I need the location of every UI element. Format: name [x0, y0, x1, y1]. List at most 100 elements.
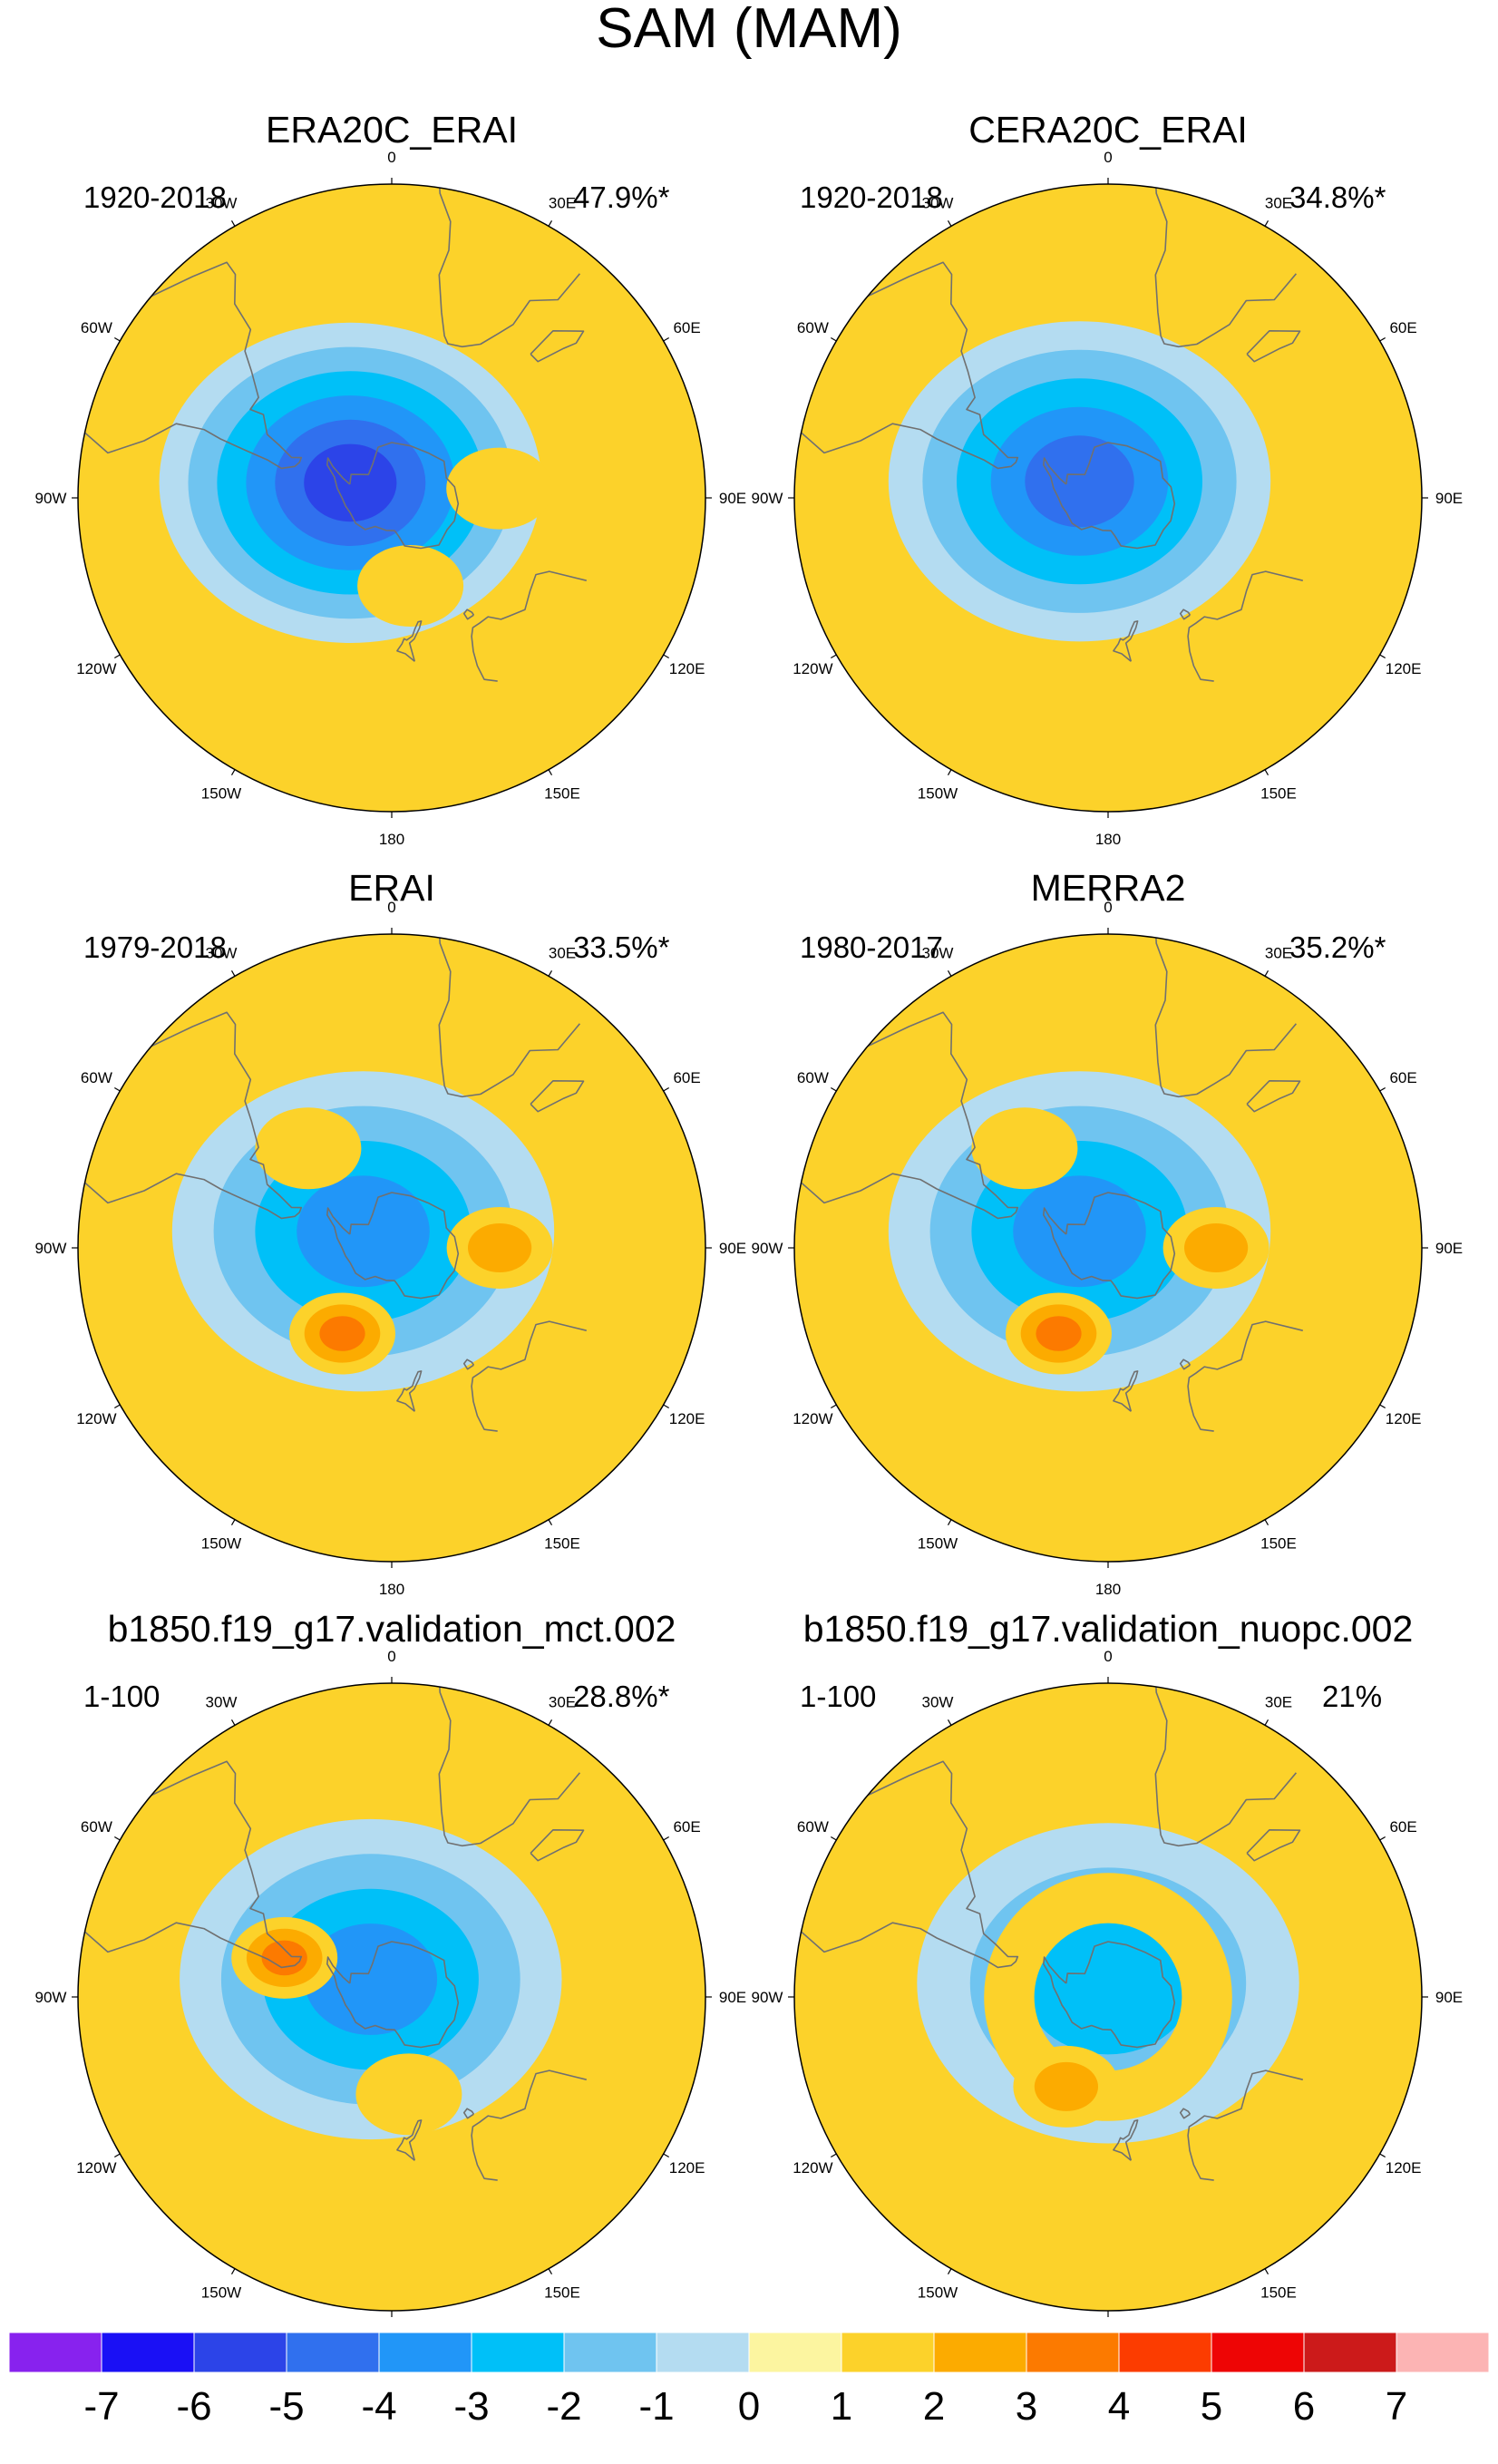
colorbar-label: 4 [1108, 2384, 1130, 2429]
colorbar-swatch [286, 2332, 380, 2373]
lon-label: 60W [797, 319, 829, 336]
lon-label: 0 [387, 899, 395, 916]
lon-label: 0 [1104, 149, 1112, 166]
lon-label: 30E [1265, 1693, 1292, 1710]
contour-band [255, 1107, 362, 1190]
lon-label: 30W [206, 194, 238, 211]
coastline [437, 184, 581, 348]
colorbar-swatch [1303, 2332, 1397, 2373]
colorbar: -7 -6 -5 -4 -3 -2 -1 0 1 2 3 4 5 6 7 [8, 2332, 1490, 2429]
colorbar-swatch [101, 2332, 195, 2373]
lon-tick [230, 970, 236, 977]
lon-label: 0 [387, 1648, 395, 1665]
panel-title: ERAI [348, 867, 435, 909]
lon-tick [1379, 1836, 1386, 1841]
field-fill [78, 184, 705, 812]
lon-label: 120W [76, 660, 116, 677]
contour-band [1023, 1912, 1193, 2055]
lon-label: 0 [1104, 1648, 1112, 1665]
panel-cera20c-erai: CERA20C_ERAI 1920-2018 34.8%* 0 30E 60E 90E… [752, 109, 1464, 848]
lon-label: 90W [35, 490, 67, 507]
lon-label: 60E [673, 1818, 700, 1836]
lon-tick [114, 2153, 121, 2158]
lon-label: 150E [1260, 2284, 1297, 2302]
lon-label: 150W [201, 1535, 241, 1553]
lon-tick [230, 1719, 236, 1726]
lon-tick [947, 970, 952, 977]
panel-title: MERRA2 [1031, 867, 1186, 909]
lon-label: 150E [1260, 1535, 1297, 1553]
lon-label: 120E [669, 2159, 705, 2177]
colorbar-swatch [1118, 2332, 1212, 2373]
lon-label: 120W [76, 1410, 116, 1427]
lon-label: 60W [81, 1818, 112, 1836]
coastline [1043, 442, 1176, 550]
panel-period: 1920-2018 [83, 180, 227, 214]
colorbar-label: 2 [923, 2384, 945, 2429]
lon-label: 90E [719, 1240, 746, 1257]
lon-tick [230, 769, 236, 775]
lon-label: 120E [669, 660, 705, 677]
contour-band [468, 1223, 532, 1272]
coastline [462, 609, 475, 620]
coastline [530, 1080, 585, 1113]
lon-label: 120E [1386, 660, 1422, 677]
lon-label: 180 [1095, 1581, 1121, 1598]
colorbar-label: 5 [1201, 2384, 1222, 2429]
coastline [1153, 1683, 1298, 1847]
lon-label: 90E [1435, 1989, 1463, 2006]
colorbar-swatch [841, 2332, 935, 2373]
lon-label: 60W [81, 319, 112, 336]
colorbar-swatch [656, 2332, 750, 2373]
coastline [794, 1011, 1019, 1220]
coastline [396, 2119, 423, 2161]
colorbar-label: 3 [1016, 2384, 1037, 2429]
colorbar-swatch [1396, 2332, 1490, 2373]
coastline [1246, 1080, 1301, 1113]
contour-band [355, 2053, 462, 2136]
lon-tick [230, 2268, 236, 2274]
coastline [437, 934, 581, 1098]
panel-title: b1850.f19_g17.validation_mct.002 [108, 1608, 676, 1650]
lon-label: 60W [81, 1069, 112, 1086]
lon-tick [1264, 970, 1269, 977]
lon-label: 120E [1386, 1410, 1422, 1427]
lon-label: 120E [1386, 2159, 1422, 2177]
colorbar-swatch [933, 2332, 1027, 2373]
lon-label: 180 [1095, 831, 1121, 848]
lon-label: 30W [922, 944, 954, 961]
lon-label: 60E [1389, 1818, 1416, 1836]
colorbar-label: 0 [738, 2384, 760, 2429]
lon-label: 150W [201, 2284, 241, 2302]
coastlines [78, 184, 587, 682]
lon-label: 120W [76, 2159, 116, 2177]
panel-period: 1920-2018 [800, 180, 943, 214]
lon-tick [663, 336, 669, 342]
lon-tick [663, 1836, 669, 1841]
lon-tick [1379, 1086, 1386, 1092]
lon-label: 30E [549, 1693, 576, 1710]
colorbar-swatch [1211, 2332, 1305, 2373]
panel-period: 1979-2018 [83, 930, 227, 964]
coastline [326, 442, 460, 550]
lon-tick [947, 1719, 952, 1726]
lon-label: 90E [719, 1989, 746, 2006]
lon-label: 90E [1435, 490, 1463, 507]
coastline [1246, 329, 1301, 363]
lon-tick [230, 1519, 236, 1525]
coastline [1187, 1320, 1303, 1432]
lon-label: 30E [1265, 944, 1292, 961]
colorbar-label: -7 [83, 2384, 119, 2429]
lon-tick [230, 220, 236, 227]
colorbar-label: 7 [1386, 2384, 1407, 2429]
lon-label: 30W [922, 1693, 954, 1710]
colorbar-swatch [748, 2332, 842, 2373]
coastline [1043, 1192, 1176, 1300]
colorbar-swatch [8, 2332, 102, 2373]
lon-tick [548, 1719, 553, 1726]
lon-label: 60E [1389, 1069, 1416, 1086]
lon-tick [831, 1836, 837, 1841]
panel-variance: 47.9%* [573, 180, 670, 214]
